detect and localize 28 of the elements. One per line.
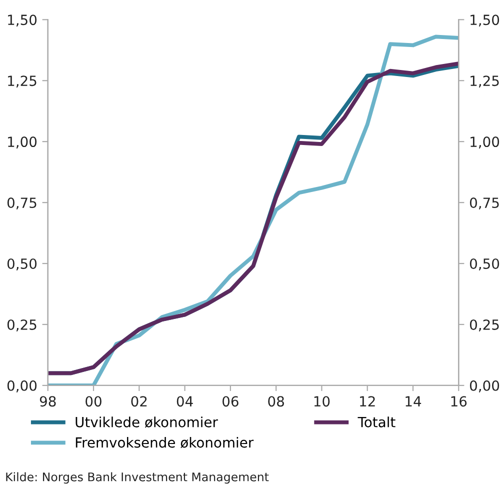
y2-tick-label: 0,00 [470,380,500,392]
legend-label: Fremvoksende økonomier [76,436,254,448]
y-tick-label: 0,25 [7,319,36,332]
x-tick-label: 08 [268,396,284,407]
legend-label: Utviklede økonomier [76,416,218,428]
x-tick-label: 12 [360,396,375,406]
y2-tick-label: 0,75 [470,198,499,210]
y2-tick-label: 1,25 [470,76,499,88]
x-tick-label: 16 [451,396,467,407]
text: Kilde: Norges Bank Investment Management [6,472,269,484]
y2-tick-label: 1,00 [470,136,500,148]
y-tick-label: 1,50 [8,14,37,27]
x-tick-label: 98 [40,396,56,407]
x-tick-label: 06 [222,396,238,407]
x-tick-label: 14 [406,396,422,406]
y2-tick-label: 0,25 [470,319,499,332]
x-tick-label: 02 [131,396,147,407]
y-tick-label: 0,75 [7,198,36,210]
x-tick-label: 00 [86,396,102,407]
y-tick-label: 1,00 [8,136,37,148]
y-tick-label: 0,50 [7,258,37,270]
y2-tick-label: 1,50 [470,14,500,27]
x-tick-label: 04 [176,396,193,407]
y-tick-label: 0,00 [7,380,37,392]
y-tick-label: 1,25 [8,76,36,88]
x-tick-label: 10 [314,396,330,407]
legend-label: Totalt [358,416,396,428]
y2-tick-label: 0,50 [470,258,500,270]
